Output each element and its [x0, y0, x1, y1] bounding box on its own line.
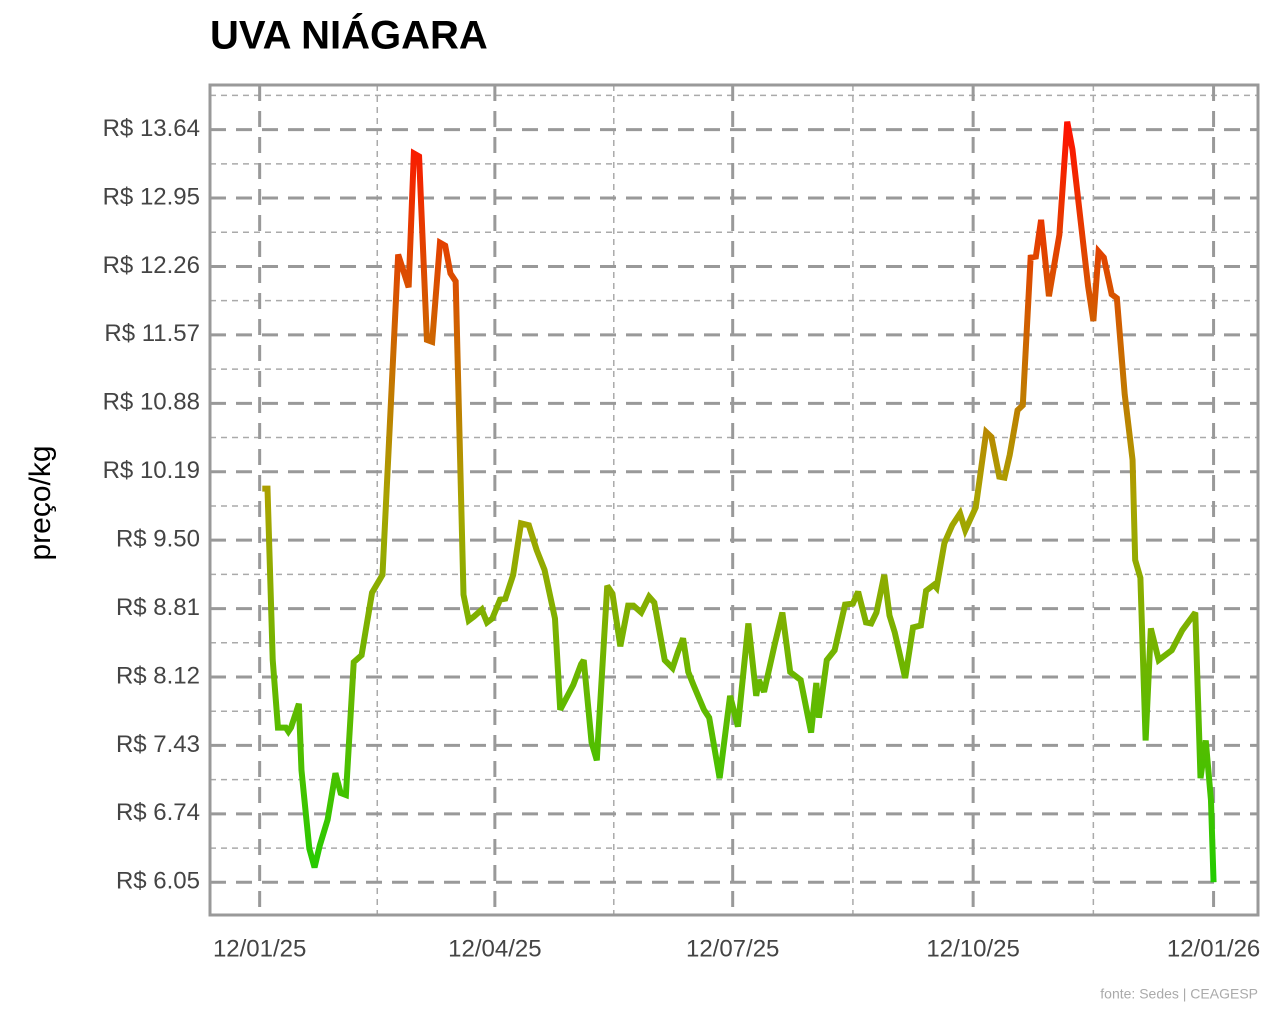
x-tick-label: 12/01/26: [1167, 935, 1260, 962]
y-axis-label: preço/kg: [24, 445, 57, 560]
y-tick-label: R$ 8.12: [116, 662, 200, 689]
y-tick-label: R$ 8.81: [116, 594, 200, 621]
y-tick-label: R$ 6.05: [116, 868, 200, 895]
y-tick-label: R$ 12.95: [103, 183, 200, 210]
y-tick-label: R$ 6.74: [116, 799, 200, 826]
source-note: fonte: Sedes | CEAGESP: [1100, 986, 1258, 1002]
x-tick-label: 12/10/25: [926, 935, 1019, 962]
price-line: [262, 121, 1217, 883]
chart-title: UVA NIÁGARA: [210, 13, 488, 58]
y-tick-label: R$ 7.43: [116, 731, 200, 758]
x-tick-label: 12/04/25: [448, 935, 541, 962]
y-tick-label: R$ 12.26: [103, 252, 200, 279]
y-tick-label: R$ 9.50: [116, 526, 200, 553]
y-tick-label: R$ 11.57: [104, 320, 200, 347]
y-tick-label: R$ 10.19: [103, 457, 200, 484]
y-tick-label: R$ 13.64: [103, 115, 200, 142]
y-tick-label: R$ 10.88: [103, 389, 200, 416]
plot-frame: [208, 83, 1260, 917]
x-tick-label: 12/01/25: [213, 935, 306, 962]
x-tick-label: 12/07/25: [686, 935, 779, 962]
